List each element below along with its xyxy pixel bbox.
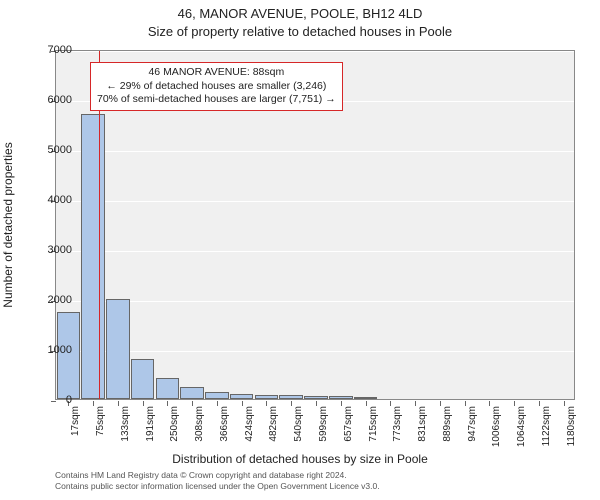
- x-tick-label: 831sqm: [417, 406, 428, 442]
- histogram-bar: [354, 397, 378, 400]
- gridline: [56, 51, 574, 52]
- x-tick-label: 75sqm: [95, 406, 106, 436]
- histogram-bar: [156, 378, 180, 399]
- y-tick-label: 3000: [32, 244, 72, 256]
- y-tick-label: 4000: [32, 194, 72, 206]
- histogram-bar: [81, 114, 105, 399]
- x-tick-label: 773sqm: [392, 406, 403, 442]
- x-tick-label: 1180sqm: [566, 406, 577, 446]
- histogram-bar: [230, 394, 254, 400]
- gridline: [56, 301, 574, 302]
- annotation-line-3: 70% of semi-detached houses are larger (…: [97, 93, 336, 107]
- x-tick-label: 482sqm: [268, 406, 279, 442]
- histogram-bar: [279, 395, 303, 399]
- x-tick-label: 1064sqm: [516, 406, 527, 447]
- x-tick-label: 889sqm: [442, 406, 453, 442]
- gridline: [56, 201, 574, 202]
- x-tick-label: 1122sqm: [541, 406, 552, 446]
- x-tick-label: 308sqm: [194, 406, 205, 442]
- x-tick-label: 1006sqm: [491, 406, 502, 447]
- x-tick-label: 17sqm: [70, 406, 81, 436]
- x-tick-label: 366sqm: [219, 406, 230, 442]
- y-tick-label: 6000: [32, 94, 72, 106]
- gridline: [56, 401, 574, 402]
- gridline: [56, 251, 574, 252]
- gridline: [56, 151, 574, 152]
- histogram-bar: [205, 392, 229, 400]
- histogram-bar: [106, 299, 130, 399]
- y-tick-label: 1000: [32, 344, 72, 356]
- footer-text: Contains HM Land Registry data © Crown c…: [55, 470, 380, 492]
- x-tick-label: 947sqm: [467, 406, 478, 442]
- x-tick-label: 191sqm: [145, 406, 156, 442]
- chart-container: 46, MANOR AVENUE, POOLE, BH12 4LD Size o…: [0, 0, 600, 500]
- x-tick-label: 424sqm: [244, 406, 255, 442]
- gridline: [56, 351, 574, 352]
- histogram-bar: [329, 396, 353, 399]
- x-tick-label: 599sqm: [318, 406, 329, 442]
- x-tick-label: 715sqm: [368, 406, 379, 442]
- annotation-line-2: ← 29% of detached houses are smaller (3,…: [97, 80, 336, 94]
- x-axis-label: Distribution of detached houses by size …: [0, 452, 600, 466]
- x-tick-label: 540sqm: [293, 406, 304, 442]
- x-tick-label: 250sqm: [169, 406, 180, 442]
- footer-line-2: Contains public sector information licen…: [55, 481, 380, 492]
- histogram-bar: [180, 387, 204, 400]
- histogram-bar: [131, 359, 155, 399]
- annotation-line-1: 46 MANOR AVENUE: 88sqm: [97, 66, 336, 80]
- x-tick-label: 133sqm: [120, 406, 131, 442]
- chart-title: 46, MANOR AVENUE, POOLE, BH12 4LD: [0, 6, 600, 21]
- y-axis-label: Number of detached properties: [1, 142, 15, 307]
- y-tick-label: 7000: [32, 44, 72, 56]
- y-tick-label: 2000: [32, 294, 72, 306]
- chart-subtitle: Size of property relative to detached ho…: [0, 24, 600, 39]
- y-tick-label: 5000: [32, 144, 72, 156]
- y-tick-label: 0: [32, 394, 72, 406]
- histogram-bar: [304, 396, 328, 400]
- annotation-box: 46 MANOR AVENUE: 88sqm ← 29% of detached…: [90, 62, 343, 111]
- histogram-bar: [255, 395, 279, 400]
- x-tick-label: 657sqm: [343, 406, 354, 442]
- footer-line-1: Contains HM Land Registry data © Crown c…: [55, 470, 380, 481]
